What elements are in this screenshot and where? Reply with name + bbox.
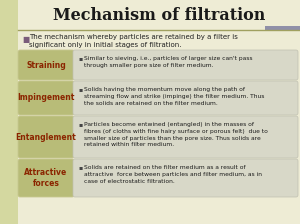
FancyBboxPatch shape [73,50,298,80]
FancyBboxPatch shape [73,116,298,158]
Text: The mechanism whereby particles are retained by a filter is
significant only in : The mechanism whereby particles are reta… [29,34,238,49]
Text: Solids are retained on the filter medium as a result of
attractive  force betwee: Solids are retained on the filter medium… [84,165,262,184]
Text: Entanglement: Entanglement [16,133,76,142]
Text: Impingement: Impingement [17,93,75,103]
Text: Solids having the momentum move along the path of
streaming flow and strike (imp: Solids having the momentum move along th… [84,87,264,106]
Text: Particles become entwined (entangled) in the masses of
fibres (of cloths with fi: Particles become entwined (entangled) in… [84,122,268,147]
Text: ▪: ▪ [78,88,82,93]
FancyBboxPatch shape [18,159,74,197]
FancyBboxPatch shape [18,116,74,158]
FancyBboxPatch shape [73,159,298,197]
FancyBboxPatch shape [73,81,298,115]
Text: ▪: ▪ [78,123,82,127]
Text: Attractive
forces: Attractive forces [24,168,68,188]
FancyBboxPatch shape [0,0,18,224]
FancyBboxPatch shape [18,81,74,115]
Text: ▪: ▪ [78,56,82,62]
FancyBboxPatch shape [18,0,300,30]
Text: Similar to sieving, i.e., particles of larger size can't pass
through smaller po: Similar to sieving, i.e., particles of l… [84,56,253,68]
Text: Straining: Straining [26,60,66,69]
Text: ■: ■ [22,35,29,44]
Text: ▪: ▪ [78,166,82,170]
FancyBboxPatch shape [265,26,300,30]
Text: Mechanism of filtration: Mechanism of filtration [53,6,265,24]
FancyBboxPatch shape [18,50,74,80]
